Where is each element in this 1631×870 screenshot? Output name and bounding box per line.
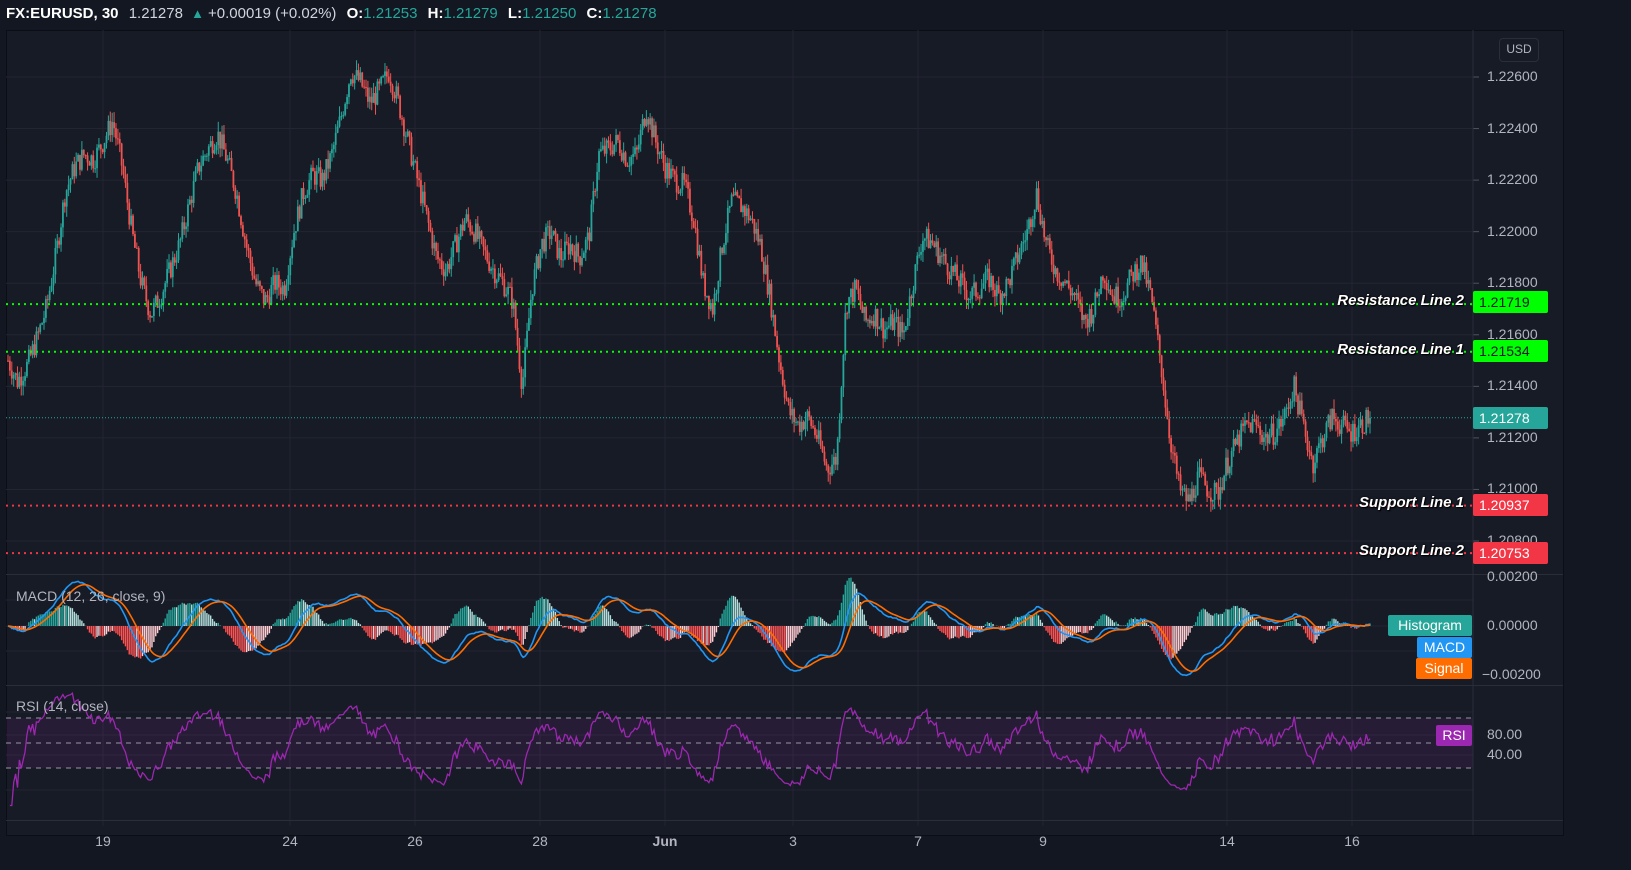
high-label: H: — [427, 5, 444, 22]
price-tick: 1.21800 — [1487, 274, 1538, 291]
price-tick: 1.21200 — [1487, 428, 1538, 445]
close-label: C: — [586, 5, 603, 22]
resistance-line-2-price-tag: 1.21719 — [1473, 291, 1548, 313]
time-tick: 9 — [1039, 833, 1047, 849]
macd-tick-bottom: −0.00200 — [1482, 666, 1541, 682]
histogram-tag: Histogram — [1388, 615, 1472, 636]
time-tick: Jun — [652, 833, 678, 849]
price-tick: 1.22000 — [1487, 222, 1538, 239]
support-line-1-price-tag: 1.20937 — [1473, 494, 1548, 516]
horizontal-levels — [6, 303, 1473, 555]
support-line-1-label: Support Line 1 — [1359, 494, 1464, 511]
price-change: +0.00019 (+0.02%) — [207, 5, 337, 22]
rsi-series — [6, 692, 1473, 807]
rsi-title[interactable]: RSI (14, close) — [16, 698, 109, 714]
time-tick: 16 — [1344, 833, 1360, 849]
rsi-tick-40: 40.00 — [1487, 746, 1523, 762]
current-price-tag: 1.21278 — [1473, 407, 1548, 429]
open-label: O: — [346, 5, 364, 22]
signal-tag: Signal — [1416, 658, 1472, 679]
resistance-line-1-label: Resistance Line 1 — [1337, 341, 1464, 358]
time-tick: 28 — [532, 833, 548, 849]
low-value: 1.21250 — [522, 5, 577, 22]
macd-title[interactable]: MACD (12, 26, close, 9) — [16, 588, 166, 604]
resistance-line-2-label: Resistance Line 2 — [1337, 292, 1464, 309]
support-line-2-price-tag: 1.20753 — [1473, 542, 1548, 564]
up-arrow-icon: ▲ — [191, 6, 204, 21]
price-tick: 1.22600 — [1487, 68, 1538, 84]
time-tick: 26 — [407, 833, 423, 849]
low-label: L: — [507, 5, 523, 22]
open-value: 1.21253 — [363, 5, 418, 22]
price-tick: 1.21600 — [1487, 325, 1538, 342]
time-tick: 24 — [282, 833, 298, 849]
macd-tick-top: 0.00200 — [1487, 568, 1538, 584]
price-tick: 1.21400 — [1487, 377, 1538, 394]
high-value: 1.21279 — [443, 5, 498, 22]
price-tick: 1.22400 — [1487, 119, 1538, 136]
chart-area[interactable] — [6, 30, 1564, 836]
time-tick: 7 — [914, 833, 922, 849]
macd-tag: MACD — [1417, 637, 1472, 658]
time-tick: 14 — [1219, 833, 1235, 849]
macd-tick-zero: 0.00000 — [1487, 617, 1538, 633]
time-tick: 3 — [789, 833, 797, 849]
macd-series — [7, 577, 1371, 677]
price-tick: 1.21000 — [1487, 480, 1538, 497]
time-tick: 19 — [95, 833, 111, 849]
price-tick: 1.22200 — [1487, 171, 1538, 188]
rsi-tag: RSI — [1436, 725, 1472, 746]
symbol-title[interactable]: FX:EURUSD, 30 — [6, 5, 119, 22]
grid-lines — [6, 30, 1479, 835]
rsi-tick-80: 80.00 — [1487, 726, 1523, 742]
candlestick-series — [7, 60, 1371, 512]
currency-button[interactable]: USD — [1499, 38, 1539, 62]
last-price: 1.21278 — [128, 5, 183, 22]
close-value: 1.21278 — [602, 5, 657, 22]
resistance-line-1-price-tag: 1.21534 — [1473, 340, 1548, 362]
symbol-legend: FX:EURUSD, 30 1.21278 ▲ +0.00019 (+0.02%)… — [6, 3, 657, 25]
support-line-2-label: Support Line 2 — [1359, 542, 1464, 559]
